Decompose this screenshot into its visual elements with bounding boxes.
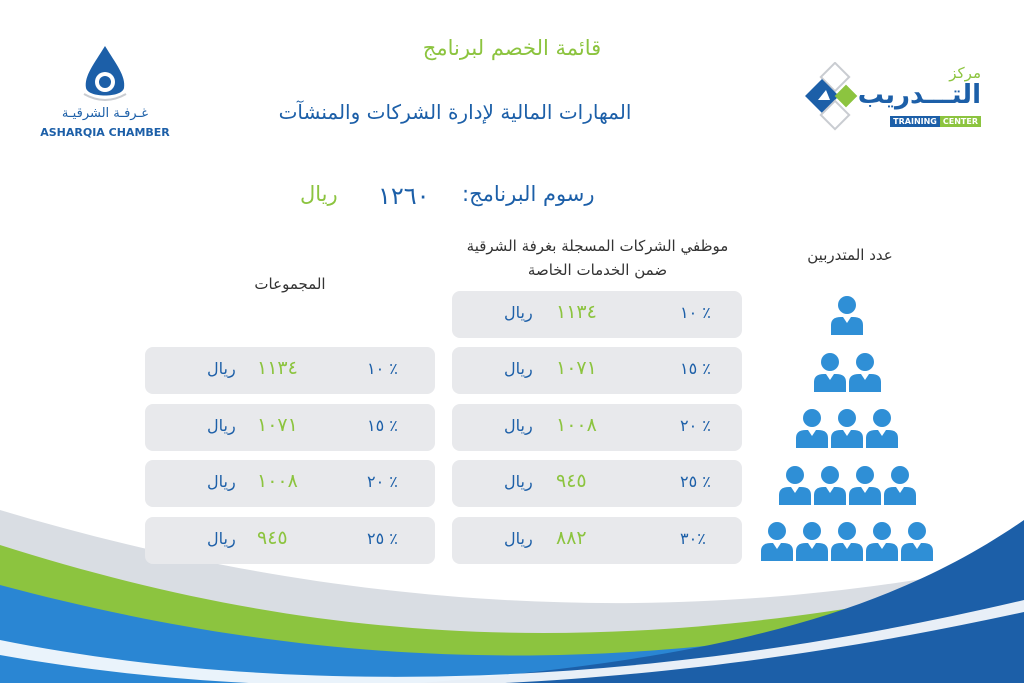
person-icon [796, 522, 828, 561]
logo-tag-b: CENTER [939, 116, 981, 127]
logo-line1: مركز [949, 64, 981, 82]
employee-discount-row: ٢٠ ٪ ١٠٠٨ ريال [452, 404, 742, 451]
employee-discount-row: ٢٥ ٪ ٩٤٥ ريال [452, 460, 742, 507]
discounted-price: ١٠٧١ [257, 414, 298, 436]
discount-percent: ١٠ ٪ [367, 359, 398, 378]
discount-percent: ٢٠ ٪ [680, 416, 711, 435]
currency-unit: ريال [504, 472, 533, 491]
fee-value: ١٢٦٠ [378, 182, 430, 210]
logo-tag: TRAINING CENTER [890, 116, 981, 127]
chamber-emblem-icon [83, 46, 127, 101]
person-icon [901, 522, 933, 561]
groups-header: المجموعات [254, 275, 326, 293]
program-name: المهارات المالية لإدارة الشركات والمنشآت [278, 100, 632, 124]
currency-unit: ريال [504, 416, 533, 435]
discount-percent: ٣٠٪ [680, 529, 706, 548]
person-icon [866, 409, 898, 448]
group-discount-row: ١٠ ٪ ١١٣٤ ريال [145, 347, 435, 394]
discounted-price: ٨٨٢ [556, 527, 587, 549]
discount-percent: ٢٥ ٪ [680, 472, 711, 491]
person-icon [848, 466, 881, 505]
person-icon [883, 466, 916, 505]
group-discount-row: ٢٠ ٪ ١٠٠٨ ريال [145, 460, 435, 507]
person-icon [831, 522, 863, 561]
currency-unit: ريال [207, 472, 236, 491]
currency-unit: ريال [207, 529, 236, 548]
trainees-header: عدد المتدربين [807, 246, 893, 264]
logo-tag-a: TRAINING [890, 116, 940, 127]
discounted-price: ١٠٠٨ [556, 414, 597, 436]
person-icon [866, 522, 898, 561]
person-icon [778, 466, 811, 505]
discounted-price: ١١٣٤ [257, 357, 298, 379]
currency-unit: ريال [504, 529, 533, 548]
discount-percent: ١٥ ٪ [367, 416, 398, 435]
discount-percent: ١٠ ٪ [680, 303, 711, 322]
discount-percent: ٢٠ ٪ [367, 472, 398, 491]
employees-header: موظفي الشركات المسجلة بغرفة الشرقية ضمن … [466, 237, 729, 279]
trainee-count-pyramid [755, 295, 940, 565]
logo-line2: التـــدريب [857, 80, 981, 110]
chamber-english-name: ASHARQIA CHAMBER [40, 126, 170, 139]
diamond-logo-icon [805, 62, 858, 131]
asharqia-chamber-logo: غـرفـة الشرقيـة ASHARQIA CHAMBER [40, 44, 170, 144]
fee-label: رسوم البرنامج: [462, 182, 595, 206]
discount-percent: ١٥ ٪ [680, 359, 711, 378]
page-title: قائمة الخصم لبرنامج [422, 36, 602, 60]
person-icon [813, 466, 846, 505]
employee-discount-row: ٣٠٪ ٨٨٢ ريال [452, 517, 742, 564]
employee-discount-row: ١٥ ٪ ١٠٧١ ريال [452, 347, 742, 394]
discounted-price: ١٠٠٨ [257, 470, 298, 492]
training-center-logo: مركز التـــدريب TRAINING CENTER [800, 62, 985, 132]
person-icon [848, 353, 881, 392]
discount-percent: ٢٥ ٪ [367, 529, 398, 548]
group-discount-row: ٢٥ ٪ ٩٤٥ ريال [145, 517, 435, 564]
discounted-price: ١٠٧١ [556, 357, 597, 379]
person-icon [796, 409, 828, 448]
currency-unit: ريال [504, 303, 533, 322]
fee-unit: ريال [300, 182, 338, 206]
discounted-price: ٩٤٥ [257, 527, 288, 549]
person-icon [761, 522, 793, 561]
group-discount-row: ١٥ ٪ ١٠٧١ ريال [145, 404, 435, 451]
currency-unit: ريال [504, 359, 533, 378]
employee-discount-row: ١٠ ٪ ١١٣٤ ريال [452, 291, 742, 338]
person-icon [831, 296, 863, 335]
person-icon [831, 409, 863, 448]
person-icon [813, 353, 846, 392]
currency-unit: ريال [207, 416, 236, 435]
discounted-price: ٩٤٥ [556, 470, 587, 492]
chamber-arabic-name: غـرفـة الشرقيـة [61, 106, 149, 121]
currency-unit: ريال [207, 359, 236, 378]
discounted-price: ١١٣٤ [556, 301, 597, 323]
